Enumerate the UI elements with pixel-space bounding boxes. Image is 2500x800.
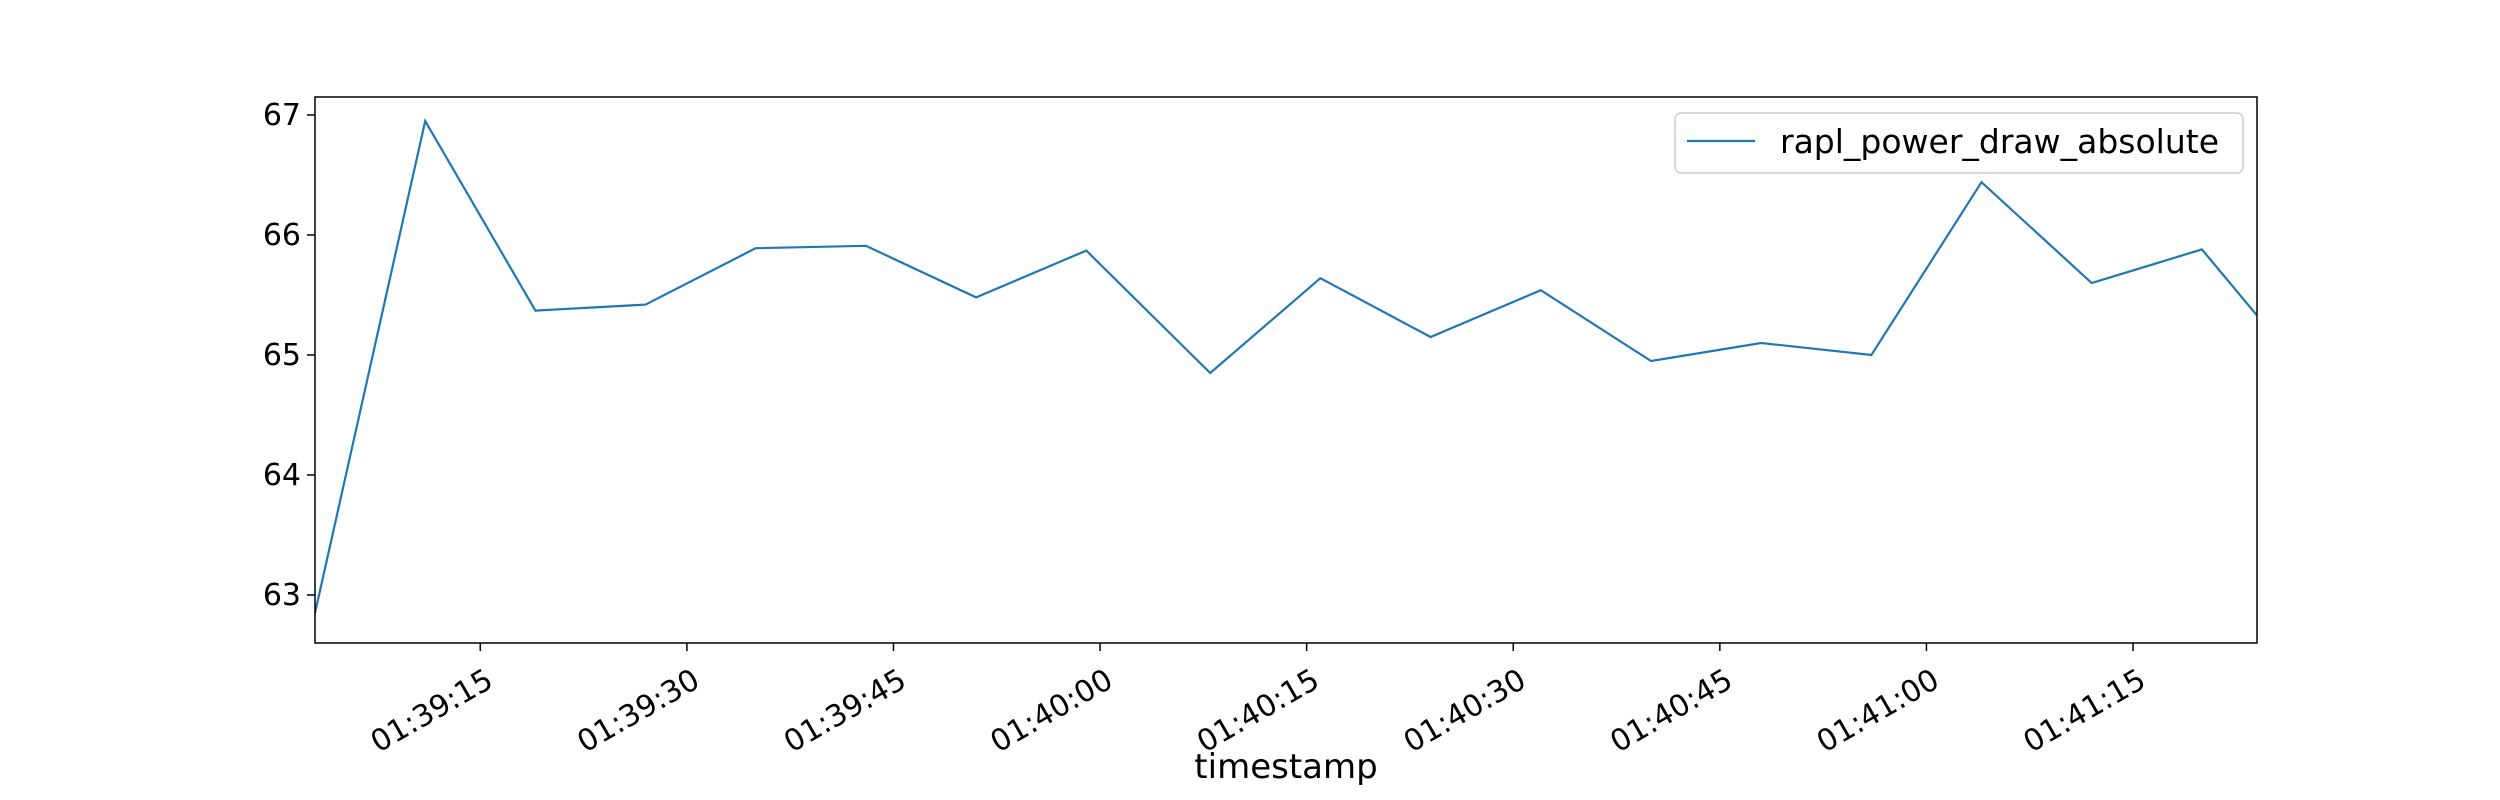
data-point xyxy=(422,118,428,124)
y-tick-label: 65 xyxy=(263,338,301,373)
y-tick-label: 66 xyxy=(263,218,301,253)
legend-entry-label: rapl_power_draw_absolute xyxy=(1780,122,2219,161)
x-tick-label: 01:39:30 xyxy=(571,662,705,760)
x-axis-ticks: 01:39:15 01:39:30 01:39:45 01:40:00 01:40:15… xyxy=(365,643,2152,760)
plot-area-frame xyxy=(314,96,2258,644)
data-point xyxy=(753,245,759,251)
data-point xyxy=(2089,280,2095,286)
y-tick-label: 67 xyxy=(263,98,301,133)
x-tick-label: 01:40:45 xyxy=(1604,662,1738,760)
data-point xyxy=(1648,358,1654,364)
x-axis-label: timestamp xyxy=(1194,747,1377,787)
data-point xyxy=(1868,352,1874,358)
data-point xyxy=(1538,287,1544,293)
series-line-0 xyxy=(313,118,2258,614)
data-point xyxy=(1207,370,1213,376)
y-tick-label: 64 xyxy=(263,458,301,493)
data-point xyxy=(863,243,869,249)
data-point xyxy=(973,294,979,300)
data-point xyxy=(1428,334,1434,340)
legend: rapl_power_draw_absolute xyxy=(1674,112,2244,174)
x-tick-label: 01:40:15 xyxy=(1191,662,1325,760)
x-tick-label: 01:40:30 xyxy=(1398,662,1532,760)
data-point xyxy=(1317,275,1323,281)
y-tick-label: 63 xyxy=(263,578,301,613)
x-tick-label: 01:41:15 xyxy=(2018,662,2152,760)
series-layer xyxy=(313,118,2258,614)
x-tick-label: 01:40:00 xyxy=(985,662,1119,760)
data-point xyxy=(643,302,649,308)
legend-box xyxy=(1674,112,2244,174)
data-point xyxy=(532,308,538,314)
x-tick-label: 01:41:00 xyxy=(1811,662,1945,760)
data-point xyxy=(1083,248,1089,254)
data-point xyxy=(1758,340,1764,346)
y-axis-ticks: 63 64 65 66 67 xyxy=(263,98,315,613)
data-point xyxy=(2199,246,2205,252)
x-tick-label: 01:39:15 xyxy=(365,662,499,760)
data-point xyxy=(1979,179,1985,185)
x-tick-label: 01:39:45 xyxy=(778,662,912,760)
